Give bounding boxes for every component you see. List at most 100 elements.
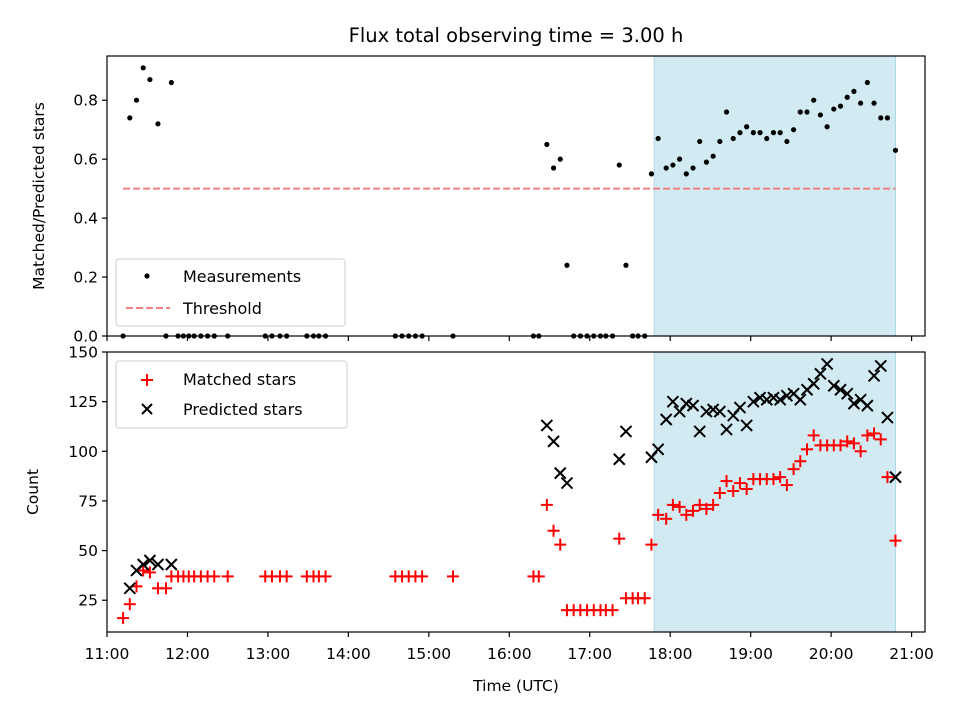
matched-star-point: [547, 524, 560, 537]
predicted-star-point: [666, 395, 680, 408]
measurement-point: [790, 127, 797, 133]
predicted-star-point: [693, 425, 706, 438]
measurement-point: [730, 135, 736, 142]
predicted-star-point: [720, 423, 733, 436]
matched-star-point: [794, 455, 807, 468]
measurement-point: [837, 103, 844, 109]
predicted-star-point: [651, 443, 665, 456]
bottom-legend: Matched stars Predicted stars: [115, 360, 348, 429]
x-tick-label: 13:00: [246, 645, 291, 663]
matched-star-point: [800, 443, 813, 456]
matched-star-point: [868, 427, 881, 440]
matched-star-point: [280, 570, 293, 583]
measurement-point: [616, 162, 622, 168]
matched-star-point: [666, 498, 679, 511]
top-observing-window: [653, 55, 896, 337]
matched-star-point: [319, 570, 332, 583]
measurement-point: [884, 115, 891, 121]
matched-star-point: [780, 479, 793, 492]
matched-star-point: [774, 471, 787, 484]
top-y-tick-label: 0.4: [73, 210, 98, 228]
measurement-point: [147, 76, 153, 83]
bottom-y-tick-label: 100: [68, 443, 98, 461]
measurement-point: [564, 262, 570, 268]
measurement-point: [777, 130, 783, 136]
predicted-star-point: [874, 359, 887, 373]
matched-star-point: [707, 498, 720, 511]
matched-star-point: [854, 445, 867, 458]
predicted-star-point: [847, 397, 861, 410]
measurement-point: [737, 130, 743, 136]
matched-star-point: [645, 538, 658, 551]
measurement-point: [703, 159, 710, 165]
predicted-star-point: [834, 383, 847, 396]
top-y-tick-label: 0.0: [73, 328, 98, 346]
measurement-point: [831, 106, 837, 112]
measurement-point: [858, 100, 864, 106]
measurement-point: [155, 121, 161, 127]
predicted-star-point: [773, 393, 787, 406]
measurement-point: [683, 171, 689, 177]
measurement-point: [168, 79, 174, 86]
bottom-y-tick-label: 50: [78, 542, 98, 560]
x-tick-label: 19:00: [728, 645, 773, 663]
measurement-point: [878, 115, 884, 121]
predicted-star-point: [540, 419, 554, 432]
bottom-observing-window: [653, 351, 896, 633]
measurement-point: [892, 147, 899, 153]
matched-star-point: [807, 429, 820, 442]
legend-matched-marker: [141, 374, 153, 386]
measurement-point: [797, 109, 803, 115]
bottom-x-ticks: 11:00 12:00 13:00 14:00 15:00 16:00 17:00 18:00…: [85, 632, 934, 663]
matched-star-point: [554, 538, 567, 551]
measurement-point: [764, 135, 770, 142]
measurement-point: [550, 165, 557, 171]
measurement-point: [851, 88, 857, 94]
measurement-point: [757, 130, 763, 136]
top-panel: 0.00.20.40.60.8 Matched/Predicted stars …: [30, 55, 926, 346]
measurement-point: [804, 109, 810, 115]
measurement-point: [690, 165, 696, 171]
measurement-point: [677, 156, 683, 162]
matched-star-point: [208, 570, 221, 583]
matched-star-point: [841, 435, 854, 448]
matched-star-point: [861, 429, 874, 442]
matched-star-point: [693, 498, 706, 511]
x-tick-label: 14:00: [326, 645, 371, 663]
measurement-point: [744, 124, 750, 130]
matched-star-point: [606, 604, 619, 617]
bottom-y-tick-label: 25: [78, 592, 98, 610]
predicted-star-point: [794, 393, 807, 406]
matched-star-point: [767, 473, 780, 486]
measurement-point: [770, 130, 777, 136]
x-tick-label: 12:00: [165, 645, 210, 663]
measurement-point: [824, 124, 830, 130]
bottom-legend-box: [115, 360, 348, 429]
predicted-star-point: [861, 399, 874, 412]
measurement-point: [655, 135, 661, 142]
measurement-point: [648, 171, 655, 177]
matched-star-point: [847, 437, 860, 450]
predicted-star-point: [560, 476, 574, 490]
predicted-star-point: [547, 435, 560, 448]
count-points: [117, 357, 902, 625]
measurement-point: [663, 165, 669, 171]
matched-star-point: [720, 475, 733, 488]
matched-star-point: [727, 485, 740, 498]
matched-star-point: [874, 433, 887, 446]
measurement-point: [557, 156, 563, 162]
x-tick-label: 20:00: [809, 645, 854, 663]
matched-star-point: [416, 570, 429, 583]
matched-star-point: [889, 534, 902, 547]
bottom-y-tick-label: 150: [68, 344, 98, 362]
x-tick-label: 18:00: [648, 645, 693, 663]
measurement-point: [140, 65, 146, 71]
matched-star-point: [532, 570, 545, 583]
matched-star-point: [787, 463, 800, 476]
measurement-point: [697, 138, 703, 145]
predicted-star-point: [686, 399, 700, 412]
matched-star-point: [660, 512, 673, 525]
measurement-points: [120, 65, 899, 339]
legend-threshold-label: Threshold: [182, 299, 262, 318]
